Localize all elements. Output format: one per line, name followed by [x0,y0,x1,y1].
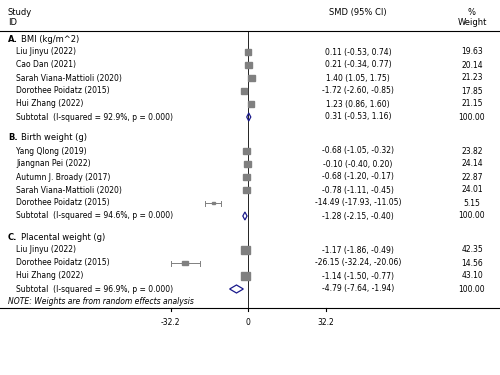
Text: B.: B. [8,134,18,142]
Text: 24.01: 24.01 [461,186,483,195]
FancyBboxPatch shape [246,62,252,68]
Text: Subtotal  (I-squared = 96.9%, p = 0.000): Subtotal (I-squared = 96.9%, p = 0.000) [16,285,173,294]
Text: %: % [468,8,476,17]
Text: -1.28 (-2.15, -0.40): -1.28 (-2.15, -0.40) [322,211,394,220]
Text: -1.17 (-1.86, -0.49): -1.17 (-1.86, -0.49) [322,246,394,255]
Text: -0.10 (-0.40, 0.20): -0.10 (-0.40, 0.20) [324,159,392,168]
FancyBboxPatch shape [243,174,250,180]
Text: 100.00: 100.00 [458,112,485,122]
Text: 1.23 (0.86, 1.60): 1.23 (0.86, 1.60) [326,99,390,108]
Text: 20.14: 20.14 [461,60,483,69]
Text: 21.15: 21.15 [461,99,483,108]
Text: Birth weight (g): Birth weight (g) [21,134,87,142]
Text: Hui Zhang (2022): Hui Zhang (2022) [16,272,84,280]
Text: Sarah Viana-Mattioli (2020): Sarah Viana-Mattioli (2020) [16,74,122,82]
Text: 42.35: 42.35 [461,246,483,255]
FancyBboxPatch shape [242,187,250,193]
FancyBboxPatch shape [248,75,254,81]
Text: 0.31 (-0.53, 1.16): 0.31 (-0.53, 1.16) [325,112,391,122]
Text: Study: Study [8,8,32,17]
Text: 14.56: 14.56 [461,258,483,267]
Text: 22.87: 22.87 [461,172,483,182]
FancyBboxPatch shape [244,161,252,167]
Text: 100.00: 100.00 [458,285,485,294]
Text: -0.68 (-1.05, -0.32): -0.68 (-1.05, -0.32) [322,147,394,156]
FancyBboxPatch shape [182,261,188,266]
Text: -26.15 (-32.24, -20.06): -26.15 (-32.24, -20.06) [315,258,401,267]
Text: 19.63: 19.63 [461,48,483,57]
Text: -1.14 (-1.50, -0.77): -1.14 (-1.50, -0.77) [322,272,394,280]
Text: 43.10: 43.10 [461,272,483,280]
Text: -1.72 (-2.60, -0.85): -1.72 (-2.60, -0.85) [322,87,394,96]
Text: -14.49 (-17.93, -11.05): -14.49 (-17.93, -11.05) [315,198,401,207]
Text: 21.23: 21.23 [461,74,483,82]
Text: -0.68 (-1.20, -0.17): -0.68 (-1.20, -0.17) [322,172,394,182]
Text: Subtotal  (I-squared = 92.9%, p = 0.000): Subtotal (I-squared = 92.9%, p = 0.000) [16,112,173,122]
Text: 24.14: 24.14 [461,159,483,168]
Text: Sarah Viana-Mattioli (2020): Sarah Viana-Mattioli (2020) [16,186,122,195]
Text: Placental weight (g): Placental weight (g) [21,232,105,242]
Text: 5.15: 5.15 [464,198,480,207]
FancyBboxPatch shape [240,272,250,280]
Text: BMI (kg/m^2): BMI (kg/m^2) [21,34,79,44]
Text: 0.11 (-0.53, 0.74): 0.11 (-0.53, 0.74) [324,48,392,57]
Text: NOTE: Weights are from random effects analysis: NOTE: Weights are from random effects an… [8,297,194,306]
Text: SMD (95% CI): SMD (95% CI) [329,8,387,17]
Text: 0: 0 [246,318,250,327]
Text: Hui Zhang (2022): Hui Zhang (2022) [16,99,84,108]
Text: Yang Qlong (2019): Yang Qlong (2019) [16,147,86,156]
Text: Dorothee Poidatz (2015): Dorothee Poidatz (2015) [16,87,110,96]
Text: -32.2: -32.2 [161,318,180,327]
Text: 0.21 (-0.34, 0.77): 0.21 (-0.34, 0.77) [324,60,392,69]
Text: 23.82: 23.82 [461,147,483,156]
Text: ID: ID [8,18,17,27]
Text: 32.2: 32.2 [317,318,334,327]
Text: Subtotal  (I-squared = 94.6%, p = 0.000): Subtotal (I-squared = 94.6%, p = 0.000) [16,211,173,220]
Text: -4.79 (-7.64, -1.94): -4.79 (-7.64, -1.94) [322,285,394,294]
FancyBboxPatch shape [243,148,250,154]
FancyBboxPatch shape [212,202,214,204]
Text: Weight: Weight [458,18,486,27]
Text: -0.78 (-1.11, -0.45): -0.78 (-1.11, -0.45) [322,186,394,195]
Text: Liu Jinyu (2022): Liu Jinyu (2022) [16,48,76,57]
Text: C.: C. [8,232,18,242]
Text: A.: A. [8,34,18,44]
FancyBboxPatch shape [248,101,254,107]
FancyBboxPatch shape [240,246,250,254]
Text: 100.00: 100.00 [458,211,485,220]
Text: Jiangnan Pei (2022): Jiangnan Pei (2022) [16,159,90,168]
Text: 1.40 (1.05, 1.75): 1.40 (1.05, 1.75) [326,74,390,82]
Text: Liu Jinyu (2022): Liu Jinyu (2022) [16,246,76,255]
Text: Autumn J. Broady (2017): Autumn J. Broady (2017) [16,172,110,182]
Text: Dorothee Poidatz (2015): Dorothee Poidatz (2015) [16,258,110,267]
FancyBboxPatch shape [245,49,252,55]
Text: Cao Dan (2021): Cao Dan (2021) [16,60,76,69]
FancyBboxPatch shape [241,88,247,94]
Text: Dorothee Poidatz (2015): Dorothee Poidatz (2015) [16,198,110,207]
Text: 17.85: 17.85 [461,87,483,96]
